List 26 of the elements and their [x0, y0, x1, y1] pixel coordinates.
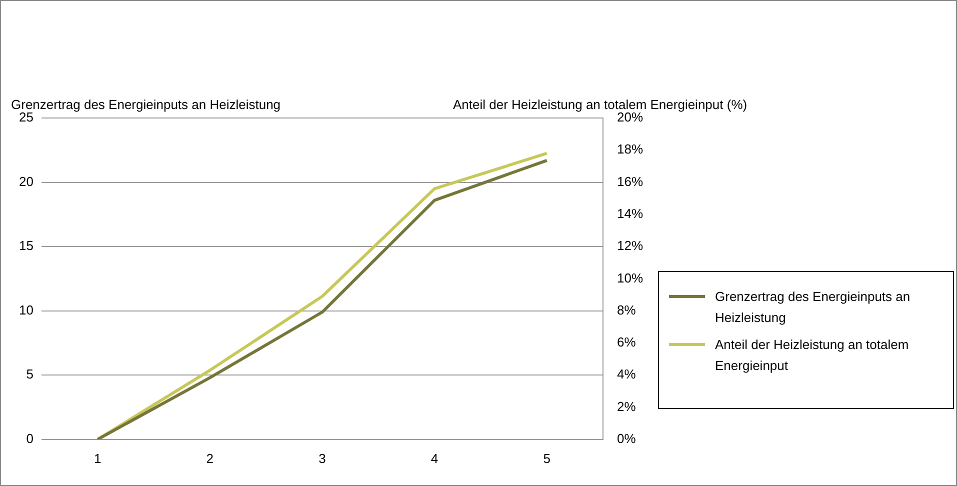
y-tick-label: 10	[18, 302, 34, 318]
y-tick-label: 25	[18, 110, 34, 125]
y-tick-label: 15	[18, 238, 34, 254]
x-tick-label: 5	[543, 450, 550, 466]
y2-tick-label: 16%	[616, 174, 644, 189]
y2-tick-label: 0%	[616, 430, 636, 446]
y2-tick-label: 10%	[616, 270, 644, 286]
y2-tick-label: 18%	[616, 142, 644, 157]
x-tick-label: 1	[94, 450, 102, 466]
x-tick-label: 2	[206, 450, 214, 466]
y2-tick-label: 8%	[616, 302, 636, 318]
y2-tick-label: 14%	[616, 206, 644, 221]
y-tick-label: 5	[26, 366, 34, 382]
y-tick-label: 0	[26, 430, 34, 446]
y2-tick-label: 4%	[616, 366, 636, 382]
x-tick-label: 3	[318, 450, 326, 466]
legend-label: Grenzertrag des Energieinputs an Heizleistung	[715, 288, 912, 327]
y2-tick-label: 12%	[616, 238, 644, 254]
y-tick-label: 20	[18, 174, 34, 189]
y2-axis-title: Anteil der Heizleistung an totalem Energieinput (%)	[452, 97, 748, 112]
y-axis-title: Grenzertrag des Energieinputs an Heizleistung	[11, 97, 281, 112]
y2-tick-label: 6%	[616, 334, 636, 350]
y2-tick-label: 20%	[616, 110, 644, 125]
legend-label: Anteil der Heizleistung an totalem Energieinput	[715, 336, 910, 375]
x-tick-label: 4	[430, 450, 438, 466]
y2-tick-label: 2%	[616, 398, 636, 414]
